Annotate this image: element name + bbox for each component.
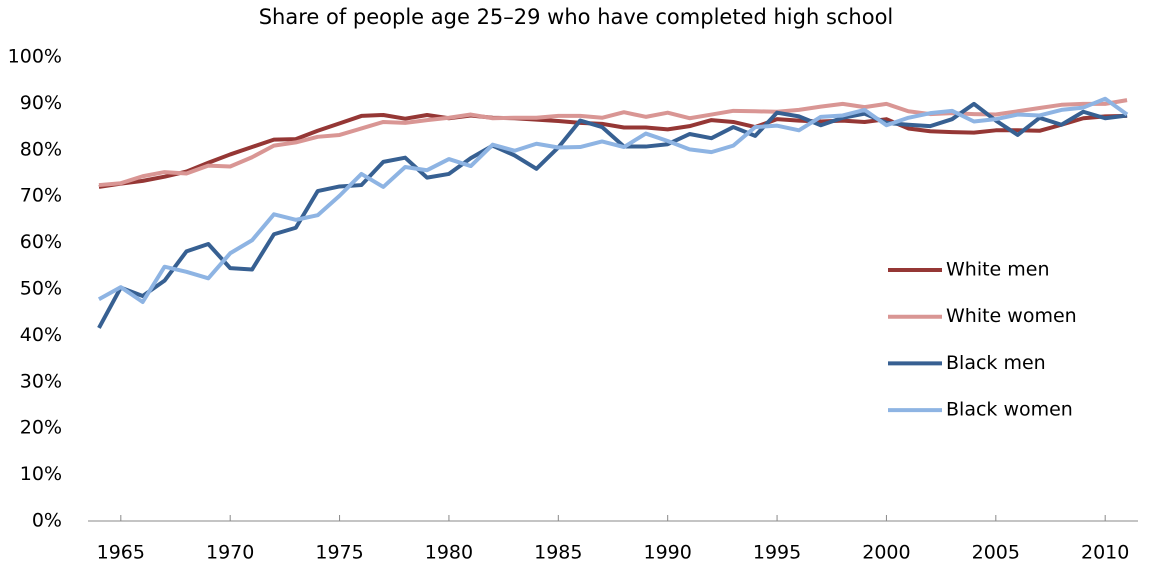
y-tick-label: 40% [20,324,62,346]
x-tick-label: 1990 [644,542,692,564]
series-line [98,113,1128,189]
series-line [97,96,1129,304]
x-tick-label: 1975 [315,542,363,564]
x-tick-label: 2000 [862,542,910,564]
x-tick-label: 1965 [97,542,145,564]
series-line [97,101,1128,329]
y-tick-label: 80% [20,138,62,160]
y-tick-label: 100% [8,46,62,68]
legend-label: White men [946,259,1050,281]
y-tick-label: 10% [20,463,62,485]
y-tick-label: 30% [20,370,62,392]
legend-label: Black men [946,352,1046,374]
x-tick-label: 1995 [753,542,801,564]
x-tick-label: 1985 [534,542,582,564]
y-tick-label: 60% [20,231,62,253]
y-tick-label: 50% [20,278,62,300]
x-tick-label: 2010 [1081,542,1129,564]
legend-label: Black women [946,399,1073,421]
y-tick-label: 90% [20,92,62,114]
x-tick-label: 1980 [425,542,473,564]
y-tick-label: 70% [20,185,62,207]
legend-label: White women [946,305,1077,327]
y-tick-label: 0% [32,510,62,532]
x-tick-label: 1970 [206,542,254,564]
y-tick-label: 20% [20,417,62,439]
chart-title: Share of people age 25–29 who have compl… [259,5,894,29]
x-tick-label: 2005 [972,542,1020,564]
